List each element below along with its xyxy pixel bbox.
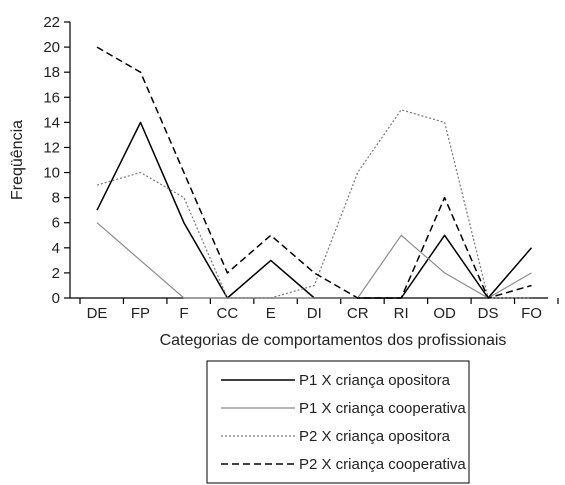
legend-label-4: P2 X criança cooperativa [299, 456, 466, 473]
x-tick-label: FP [131, 305, 150, 322]
x-tick-label: CR [347, 305, 369, 322]
legend-label-1: P1 X criança opositora [299, 372, 451, 389]
x-tick-label: CC [217, 305, 239, 322]
x-tick-label: E [266, 305, 276, 322]
y-tick-label: 8 [52, 190, 60, 207]
x-tick-label: DS [478, 305, 499, 322]
legend-label-2: P1 X criança cooperativa [299, 400, 466, 417]
series-line-3 [96, 109, 532, 299]
y-tick-label: 2 [52, 265, 60, 282]
y-tick-label: 14 [43, 114, 60, 131]
y-tick-label: 4 [52, 240, 60, 257]
series-layer [96, 46, 533, 299]
legend-label-3: P2 X criança opositora [299, 428, 451, 445]
series-line-2 [96, 222, 532, 299]
x-tick-label: F [179, 305, 188, 322]
series-line-1 [96, 121, 533, 299]
x-tick-label: RI [394, 305, 409, 322]
y-tick-label: 22 [43, 14, 60, 31]
y-tick-label: 12 [43, 139, 60, 156]
y-tick-label: 16 [43, 89, 60, 106]
series-line-4 [96, 46, 532, 299]
y-tick-label: 18 [43, 64, 60, 81]
x-tick-label: DE [87, 305, 108, 322]
x-axis-title: Categorias de comportamentos dos profiss… [160, 332, 507, 349]
legend: P1 X criança opositora P1 X criança coope… [206, 360, 470, 484]
y-tick-label: 20 [43, 39, 60, 56]
legend-box [206, 360, 470, 484]
x-tick-label: FO [521, 305, 542, 322]
y-axis: 0 2 4 6 8 10 12 14 16 18 20 22 [43, 14, 71, 307]
y-tick-label: 6 [52, 215, 60, 232]
y-tick-label: 10 [43, 165, 60, 182]
y-tick-label: 0 [52, 290, 60, 307]
x-tick-label: OD [433, 305, 456, 322]
x-tick-label: DI [307, 305, 322, 322]
x-axis: DE FP F CC E DI CR RI OD DS FO [70, 297, 559, 322]
y-axis-title: Freqüência [9, 120, 26, 200]
